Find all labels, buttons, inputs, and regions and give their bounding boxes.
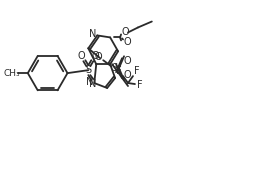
Text: O: O bbox=[123, 56, 131, 66]
Text: O: O bbox=[94, 52, 102, 62]
Text: S: S bbox=[111, 63, 117, 73]
Text: O: O bbox=[121, 27, 129, 37]
Text: O: O bbox=[78, 51, 85, 61]
Text: O: O bbox=[123, 70, 131, 80]
Text: S: S bbox=[85, 65, 91, 75]
Text: O: O bbox=[91, 51, 99, 61]
Text: N: N bbox=[86, 77, 93, 87]
Text: F: F bbox=[116, 66, 122, 76]
Text: N: N bbox=[88, 29, 96, 40]
Text: F: F bbox=[137, 80, 143, 90]
Text: O: O bbox=[123, 37, 131, 47]
Text: CH₃: CH₃ bbox=[4, 69, 20, 78]
Text: F: F bbox=[134, 66, 140, 76]
Text: N: N bbox=[88, 79, 96, 89]
